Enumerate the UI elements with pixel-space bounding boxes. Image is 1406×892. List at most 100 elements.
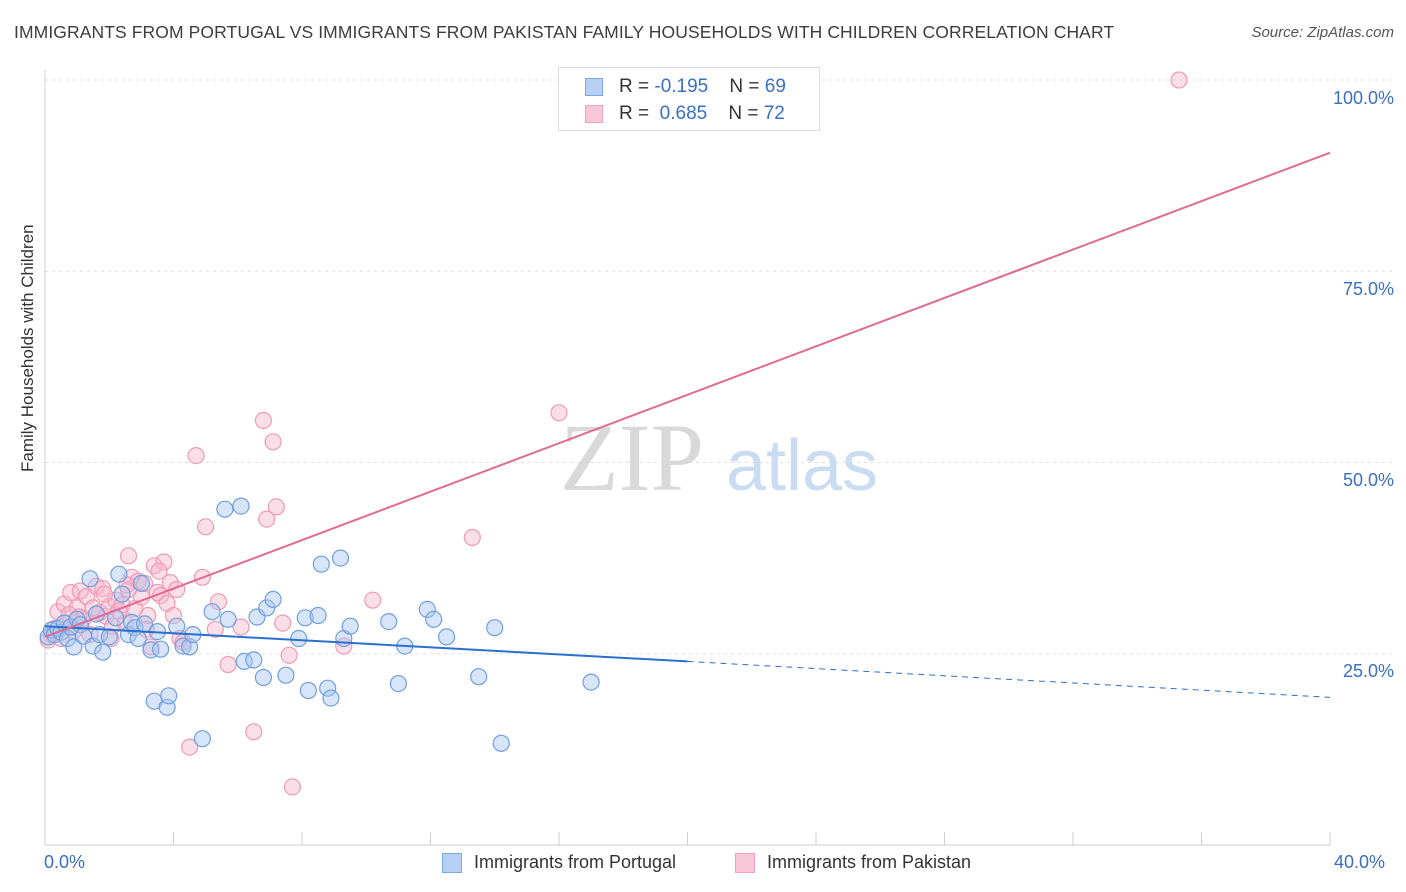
pakistan-point — [232, 618, 250, 636]
pakistan-point — [155, 553, 173, 571]
pakistan-trendline — [44, 151, 1331, 638]
watermark: ZIP atlas — [560, 404, 878, 511]
legend-n-value-pakistan: 72 — [763, 103, 785, 124]
pakistan-point — [219, 655, 237, 674]
portugal-point — [486, 619, 504, 637]
portugal-point — [258, 599, 276, 617]
legend-n-label: N = — [728, 103, 764, 124]
portugal-point — [132, 574, 150, 593]
portugal-point — [309, 606, 327, 625]
gridlines — [45, 79, 1393, 655]
portugal-point — [203, 603, 221, 621]
legend-r-label: R = — [619, 103, 655, 124]
pakistan-point — [283, 778, 301, 796]
source-label: Source: ZipAtlas.com — [1251, 24, 1394, 41]
portugal-trendline-extrapolated — [687, 660, 1331, 698]
y-tick-label-100: 100.0% — [1332, 88, 1394, 108]
portugal-point — [380, 612, 398, 631]
portugal-point — [245, 651, 263, 669]
portugal-point — [438, 628, 456, 646]
portugal-point — [232, 497, 250, 515]
axes — [44, 70, 1331, 846]
legend-r-label: R = — [619, 76, 655, 97]
pakistan-point — [550, 404, 568, 422]
legend-n-value-portugal: 69 — [764, 76, 786, 97]
bottom-legend-label-portugal: Immigrants from Portugal — [474, 852, 677, 872]
pakistan-point — [264, 433, 282, 451]
portugal-point — [341, 617, 359, 635]
portugal-point — [331, 549, 350, 567]
portugal-point — [277, 666, 295, 684]
portugal-point — [264, 590, 282, 609]
portugal-point — [129, 629, 147, 648]
portugal-point — [254, 668, 272, 687]
portugal-point — [425, 610, 443, 628]
pakistan-point — [274, 614, 292, 632]
legend-swatch-pakistan — [585, 105, 603, 123]
legend-swatch-portugal — [585, 78, 603, 96]
portugal-point — [100, 628, 118, 646]
portugal-point — [142, 641, 160, 659]
portugal-point — [174, 637, 192, 655]
pakistan-point — [1170, 71, 1188, 89]
portugal-point — [582, 673, 600, 691]
pakistan-point — [150, 562, 168, 580]
pakistan-point — [164, 606, 183, 625]
portugal-point — [296, 609, 314, 627]
portugal-point — [216, 500, 234, 518]
portugal-point — [168, 617, 186, 635]
portugal-trendline — [44, 625, 688, 663]
legend-n-label: N = — [729, 76, 765, 97]
correlation-legend: R = -0.195 N = 69 R = 0.685 N = 72 — [558, 67, 820, 131]
bottom-legend-swatch-pakistan — [735, 853, 755, 873]
portugal-point — [110, 565, 128, 583]
pakistan-point — [267, 498, 285, 516]
pakistan-point — [280, 646, 298, 664]
pakistan-point — [119, 547, 138, 565]
pakistan-point — [258, 510, 276, 528]
watermark-atlas: atlas — [726, 426, 878, 506]
pakistan-point — [209, 593, 228, 611]
pakistan-point — [245, 723, 263, 741]
y-tick-label-25: 25.0% — [1342, 661, 1394, 681]
pakistan-point — [364, 591, 382, 609]
series-portugal-points — [39, 497, 600, 752]
portugal-point — [290, 629, 308, 648]
portugal-point — [312, 555, 330, 573]
legend-r-value-portugal: -0.195 — [654, 76, 709, 97]
portugal-point — [160, 687, 178, 705]
y-axis-label: Family Households with Children — [18, 224, 37, 472]
portugal-point — [470, 668, 488, 686]
portugal-point — [65, 638, 83, 656]
watermark-zip: ZIP — [560, 404, 704, 511]
portugal-point — [81, 570, 99, 588]
y-tick-label-75: 75.0% — [1342, 279, 1394, 299]
chart-title: IMMIGRANTS FROM PORTUGAL VS IMMIGRANTS F… — [14, 22, 1115, 42]
trendlines — [44, 151, 1331, 698]
portugal-point — [193, 730, 211, 748]
pakistan-point — [187, 447, 205, 465]
pakistan-point — [95, 585, 114, 603]
y-tick-label-50: 50.0% — [1342, 470, 1394, 490]
pakistan-point — [463, 528, 481, 547]
bottom-legend-swatch-portugal — [442, 853, 462, 873]
portugal-point — [219, 610, 237, 628]
x-tick-label-max: 40.0% — [1334, 852, 1386, 872]
portugal-point — [152, 640, 170, 658]
x-tick-label-min: 0.0% — [44, 852, 86, 872]
portugal-point — [322, 689, 340, 707]
pakistan-point — [145, 557, 163, 575]
pakistan-point — [181, 738, 199, 756]
pakistan-point — [60, 606, 78, 624]
pakistan-point — [206, 620, 224, 638]
portugal-point — [389, 674, 407, 693]
portugal-point — [418, 600, 436, 619]
portugal-point — [492, 734, 510, 752]
portugal-point — [94, 643, 112, 661]
portugal-point — [113, 585, 131, 603]
bottom-legend-label-pakistan: Immigrants from Pakistan — [767, 852, 972, 872]
portugal-point — [299, 681, 317, 700]
pakistan-point — [197, 518, 215, 536]
pakistan-point — [254, 411, 272, 429]
